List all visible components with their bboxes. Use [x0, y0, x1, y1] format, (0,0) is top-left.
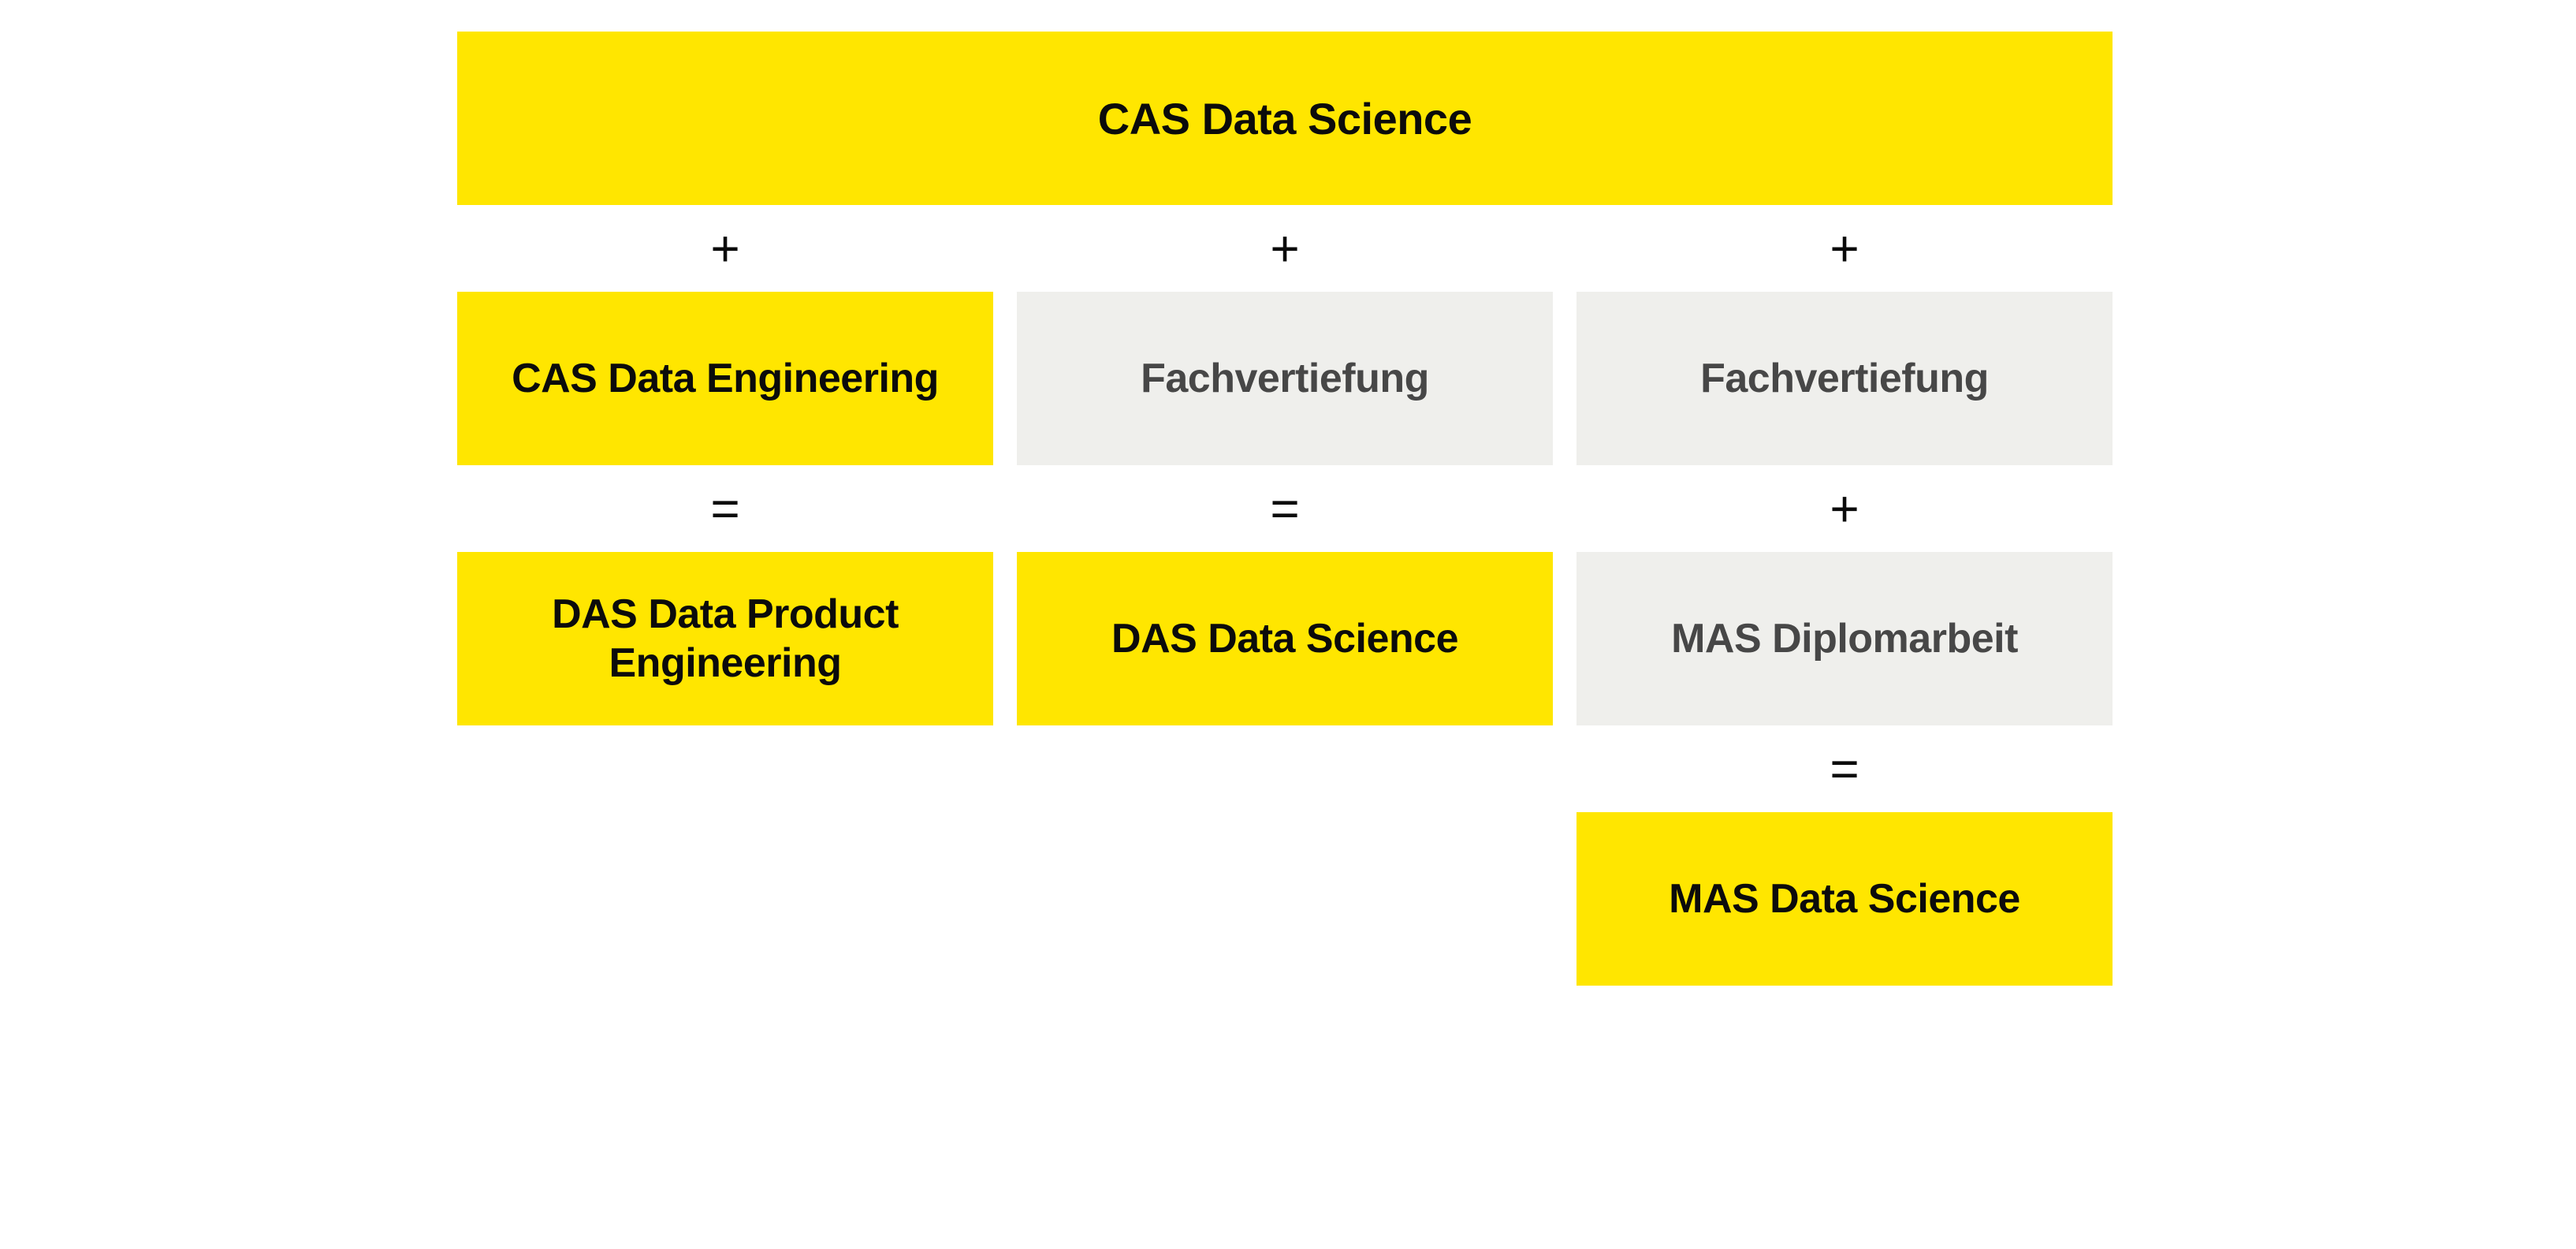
- op-equals: =: [1576, 725, 2113, 812]
- header-box: CAS Data Science: [457, 32, 2113, 205]
- boxes-row-3: MAS Data Science: [457, 812, 2113, 986]
- box-label: DAS Data Science: [1111, 614, 1458, 663]
- boxes-row-2: DAS Data Product Engineering DAS Data Sc…: [457, 552, 2113, 725]
- header-label: CAS Data Science: [1098, 93, 1472, 144]
- ops-row-1: + + +: [457, 205, 2113, 292]
- box-label: DAS Data Product Engineering: [489, 590, 962, 688]
- box-cas-data-engineering: CAS Data Engineering: [457, 292, 993, 465]
- program-structure-diagram: CAS Data Science + + + CAS Data Engineer…: [457, 32, 2113, 986]
- ops-row-2: = = +: [457, 465, 2113, 552]
- op-plus: +: [457, 205, 993, 292]
- box-mas-diplomarbeit: MAS Diplomarbeit: [1576, 552, 2113, 725]
- op-plus: +: [1576, 465, 2113, 552]
- boxes-row-1: CAS Data Engineering Fachvertiefung Fach…: [457, 292, 2113, 465]
- box-fachvertiefung-2: Fachvertiefung: [1576, 292, 2113, 465]
- ops-row-3: . . =: [457, 725, 2113, 812]
- op-equals: =: [457, 465, 993, 552]
- box-label: Fachvertiefung: [1700, 354, 1989, 403]
- box-mas-data-science: MAS Data Science: [1576, 812, 2113, 986]
- box-das-data-product-engineering: DAS Data Product Engineering: [457, 552, 993, 725]
- op-plus: +: [1576, 205, 2113, 292]
- box-label: CAS Data Engineering: [512, 354, 939, 403]
- op-equals: =: [1017, 465, 1553, 552]
- box-fachvertiefung-1: Fachvertiefung: [1017, 292, 1553, 465]
- box-label: MAS Diplomarbeit: [1671, 614, 2018, 663]
- box-label: MAS Data Science: [1669, 874, 2020, 923]
- op-plus: +: [1017, 205, 1553, 292]
- box-das-data-science: DAS Data Science: [1017, 552, 1553, 725]
- box-label: Fachvertiefung: [1141, 354, 1429, 403]
